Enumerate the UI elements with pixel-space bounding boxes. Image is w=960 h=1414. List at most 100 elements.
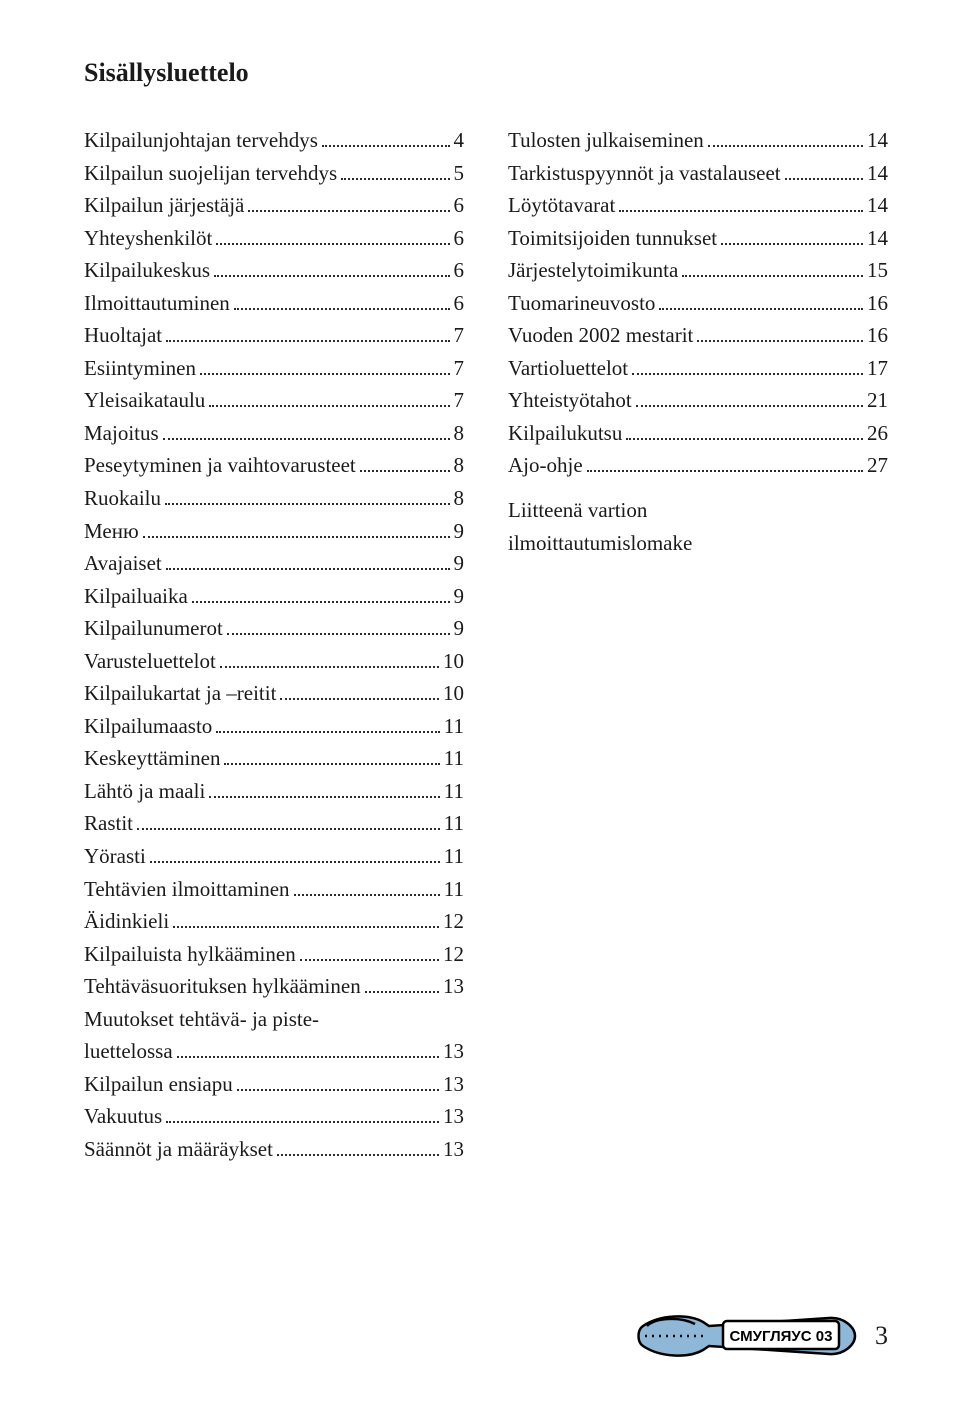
toc-page: 14 <box>867 222 888 255</box>
toc-entry: Keskeyttäminen 11 <box>84 742 464 775</box>
toc-page: 7 <box>454 319 465 352</box>
toc-label: luettelossa <box>84 1035 173 1068</box>
toc-page: 6 <box>454 254 465 287</box>
toc-label: Kilpailun suojelijan tervehdys <box>84 157 337 190</box>
toc-leader-dots <box>341 163 449 180</box>
toc-label: Löytötavarat <box>508 189 615 222</box>
toc-page: 14 <box>867 189 888 222</box>
page-footer: СМУГЛЯУС 03 3 <box>631 1304 888 1368</box>
toc-page: 11 <box>444 873 464 906</box>
toc-leader-dots <box>163 423 450 440</box>
toc-label: Yhteistyötahot <box>508 384 632 417</box>
toc-page: 6 <box>454 287 465 320</box>
toc-page: 11 <box>444 710 464 743</box>
toc-page: 26 <box>867 417 888 450</box>
toc-label: Vartioluettelot <box>508 352 628 385</box>
toc-label: Vakuutus <box>84 1100 162 1133</box>
toc-leader-dots <box>209 391 449 408</box>
toc-label: Kilpailuaika <box>84 580 188 613</box>
toc-leader-dots <box>682 260 863 277</box>
toc-page: 9 <box>454 612 465 645</box>
toc-leader-dots <box>636 391 863 408</box>
toc-page: 13 <box>443 1133 464 1166</box>
toc-label: Ruokailu <box>84 482 161 515</box>
toc-label: Tulosten julkaiseminen <box>508 124 704 157</box>
toc-page: 11 <box>444 775 464 808</box>
toc-leader-dots <box>220 651 439 668</box>
toc-label: Keskeyttäminen <box>84 742 220 775</box>
toc-page: 7 <box>454 384 465 417</box>
toc-label: Yhteyshenkilöt <box>84 222 212 255</box>
toc-leader-dots <box>150 846 440 863</box>
toc-leader-dots <box>209 781 439 798</box>
toc-leader-dots <box>137 814 440 831</box>
toc-entry: Tuomarineuvosto16 <box>508 287 888 320</box>
toc-entry: Kilpailunumerot9 <box>84 612 464 645</box>
toc-leader-dots <box>214 260 450 277</box>
toc-label: Kilpailukutsu <box>508 417 622 450</box>
toc-label: Peseytyminen ja vaihtovarusteet <box>84 449 356 482</box>
toc-leader-dots <box>166 1107 439 1124</box>
toc-label: Yörasti <box>84 840 146 873</box>
toc-leader-dots <box>280 684 439 701</box>
toc-entry: Esiintyminen7 <box>84 352 464 385</box>
toc-label: Kilpailuista hylkääminen <box>84 938 296 971</box>
toc-label: Huoltajat <box>84 319 162 352</box>
toc-label: Kilpailumaasto <box>84 710 212 743</box>
attachment-line: Liitteenä vartion <box>508 494 888 527</box>
toc-entry: Toimitsijoiden tunnukset 14 <box>508 222 888 255</box>
toc-page: 21 <box>867 384 888 417</box>
toc-entry: Järjestelytoimikunta15 <box>508 254 888 287</box>
bottle-logo-icon: СМУГЛЯУС 03 <box>631 1304 861 1368</box>
toc-label: Vuoden 2002 mestarit <box>508 319 693 352</box>
toc-leader-dots <box>365 976 439 993</box>
toc-leader-dots <box>277 1139 439 1156</box>
toc-page: 11 <box>444 742 464 775</box>
toc-leader-dots <box>248 195 449 212</box>
toc-leader-dots <box>192 586 450 603</box>
toc-page: 6 <box>454 189 465 222</box>
toc-page: 4 <box>454 124 465 157</box>
toc-label: Toimitsijoiden tunnukset <box>508 222 717 255</box>
toc-label: Kilpailun ensiapu <box>84 1068 233 1101</box>
toc-entry: Huoltajat 7 <box>84 319 464 352</box>
toc-page: 9 <box>454 515 465 548</box>
toc-entry: Yhteyshenkilöt6 <box>84 222 464 255</box>
toc-entry: Peseytyminen ja vaihtovarusteet8 <box>84 449 464 482</box>
toc-label: Yleisaikataulu <box>84 384 205 417</box>
toc-entry: Vakuutus13 <box>84 1100 464 1133</box>
toc-entry: Kilpailun järjestäjä6 <box>84 189 464 222</box>
toc-entry: Ilmoittautuminen6 <box>84 287 464 320</box>
toc-entry: Kilpailukutsu 26 <box>508 417 888 450</box>
toc-leader-dots <box>224 749 439 766</box>
toc-leader-dots <box>619 195 863 212</box>
toc-page: 10 <box>443 645 464 678</box>
toc-label: Avajaiset <box>84 547 162 580</box>
toc-leader-dots <box>216 716 439 733</box>
toc-page: 14 <box>867 157 888 190</box>
toc-page: 7 <box>454 352 465 385</box>
toc-entry: Ajo-ohje27 <box>508 449 888 482</box>
toc-leader-dots <box>166 553 450 570</box>
toc-label: Меню <box>84 515 139 548</box>
toc-label: Varusteluettelot <box>84 645 216 678</box>
toc-entry: Меню 9 <box>84 515 464 548</box>
toc-entry: Kilpailumaasto 11 <box>84 710 464 743</box>
attachment-note: Liitteenä vartionilmoittautumislomake <box>508 494 888 559</box>
toc-entry: Tehtävien ilmoittaminen 11 <box>84 873 464 906</box>
toc-label: Järjestelytoimikunta <box>508 254 678 287</box>
toc-page: 8 <box>454 417 465 450</box>
attachment-line: ilmoittautumislomake <box>508 527 888 560</box>
toc-page: 12 <box>443 905 464 938</box>
toc-leader-dots <box>234 293 450 310</box>
page: Sisällysluettelo Kilpailunjohtajan terve… <box>0 0 960 1166</box>
toc-entry: Löytötavarat 14 <box>508 189 888 222</box>
toc-page: 14 <box>867 124 888 157</box>
toc-page: 13 <box>443 1035 464 1068</box>
toc-page: 11 <box>444 807 464 840</box>
toc-leader-dots <box>300 944 439 961</box>
toc-entry: Ruokailu8 <box>84 482 464 515</box>
toc-leader-dots <box>360 456 450 473</box>
toc-label: Tehtävien ilmoittaminen <box>84 873 290 906</box>
toc-page: 13 <box>443 1068 464 1101</box>
